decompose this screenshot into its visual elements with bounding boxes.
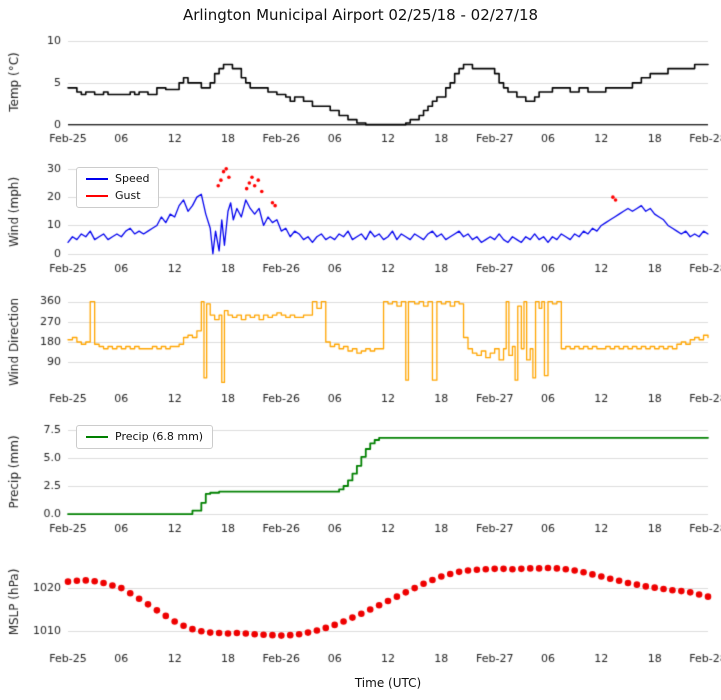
wind-direction-chart-canvas: [0, 288, 721, 418]
figure-title: Arlington Municipal Airport 02/25/18 - 0…: [182, 6, 539, 24]
legend-label-speed: Speed: [115, 172, 150, 185]
temp-chart-canvas: [0, 28, 721, 158]
wind-subplot: Speed Gust: [0, 158, 721, 288]
mslp-chart-canvas: [0, 548, 721, 678]
precip-line-swatch: [86, 436, 108, 438]
mslp-subplot: [0, 548, 721, 678]
legend-item-gust: Gust: [86, 189, 149, 203]
legend-item-precip: Precip (6.8 mm): [86, 430, 203, 444]
temp-subplot: [0, 28, 721, 158]
gust-line-swatch: [86, 195, 108, 197]
speed-line-swatch: [86, 178, 108, 180]
wind-direction-subplot: [0, 288, 721, 418]
legend-item-speed: Speed: [86, 172, 149, 186]
precip-subplot: Precip (6.8 mm): [0, 418, 721, 548]
legend-label-gust: Gust: [115, 189, 141, 202]
precip-legend: Precip (6.8 mm): [76, 425, 214, 449]
x-axis-label: Time (UTC): [354, 676, 422, 690]
wind-legend: Speed Gust: [76, 167, 160, 208]
legend-label-precip: Precip (6.8 mm): [115, 430, 204, 443]
